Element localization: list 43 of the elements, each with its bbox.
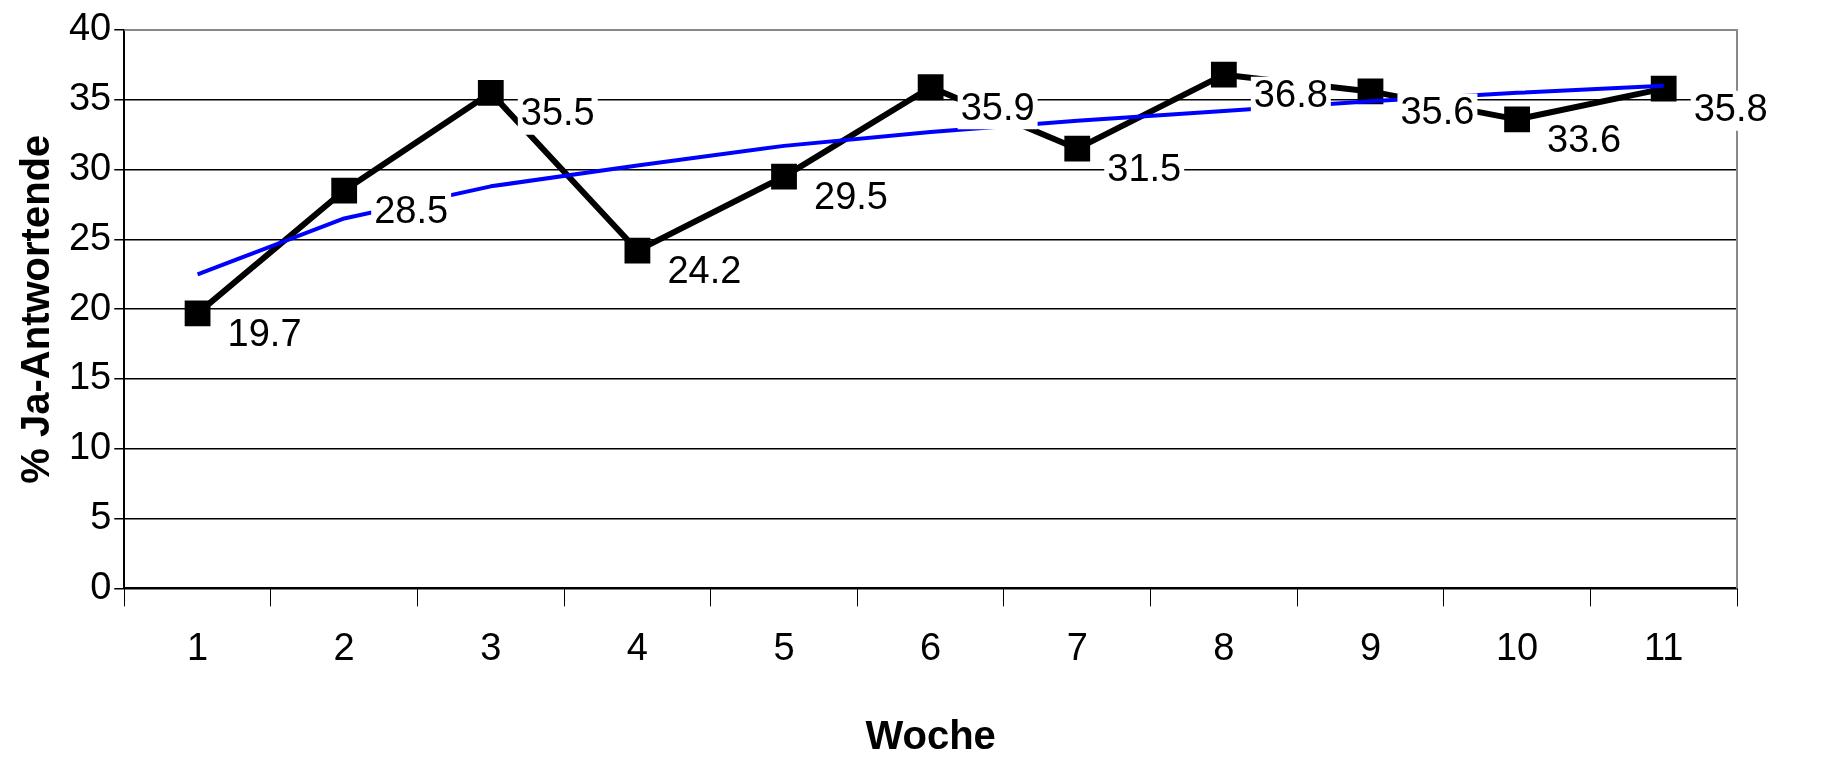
data-label: 19.7 [227, 311, 302, 354]
data-label: 33.6 [1547, 117, 1622, 160]
x-tick-label: 10 [1495, 625, 1539, 668]
point [477, 79, 504, 106]
data-label: 35.5 [520, 91, 595, 134]
y-tick-label: 0 [90, 564, 112, 607]
point [1504, 106, 1530, 133]
data-label: 35.8 [1693, 87, 1768, 130]
y-axis-title: % Ja-Antwortende [13, 134, 58, 484]
x-tick-label: 11 [1643, 625, 1684, 668]
y-tick-label: 40 [68, 6, 112, 49]
x-tick-label: 5 [773, 625, 795, 668]
x-tick-label: 3 [480, 625, 502, 668]
x-tick-label: 6 [920, 625, 942, 668]
point [1064, 135, 1091, 162]
point [184, 300, 211, 327]
x-axis-title: Woche [865, 713, 996, 758]
point [917, 74, 944, 101]
x-tick-label: 7 [1066, 625, 1088, 668]
point [771, 163, 797, 190]
point [624, 237, 651, 264]
y-tick-label: 10 [68, 425, 112, 468]
data-label: 31.5 [1107, 147, 1182, 190]
y-tick-label: 5 [90, 495, 112, 538]
x-tick-label: 9 [1359, 625, 1382, 668]
point [331, 177, 358, 204]
y-tick-label: 20 [68, 285, 112, 328]
data-label: 35.6 [1400, 89, 1475, 132]
x-tick-label: 1 [187, 625, 209, 668]
y-tick-label: 15 [68, 355, 112, 398]
x-tick-label: 8 [1213, 625, 1235, 668]
data-label: 29.5 [814, 175, 888, 218]
x-tick-label: 2 [333, 625, 355, 668]
x-tick-label: 4 [626, 625, 648, 668]
data-label: 36.8 [1253, 73, 1328, 116]
y-tick-label: 30 [68, 146, 112, 189]
point [1210, 61, 1237, 88]
data-label: 24.2 [667, 249, 742, 292]
y-tick-label: 35 [68, 76, 112, 119]
point [1650, 75, 1677, 102]
data-label: 28.5 [374, 189, 449, 232]
data-label: 35.9 [960, 85, 1035, 128]
y-tick-label: 25 [68, 215, 112, 258]
